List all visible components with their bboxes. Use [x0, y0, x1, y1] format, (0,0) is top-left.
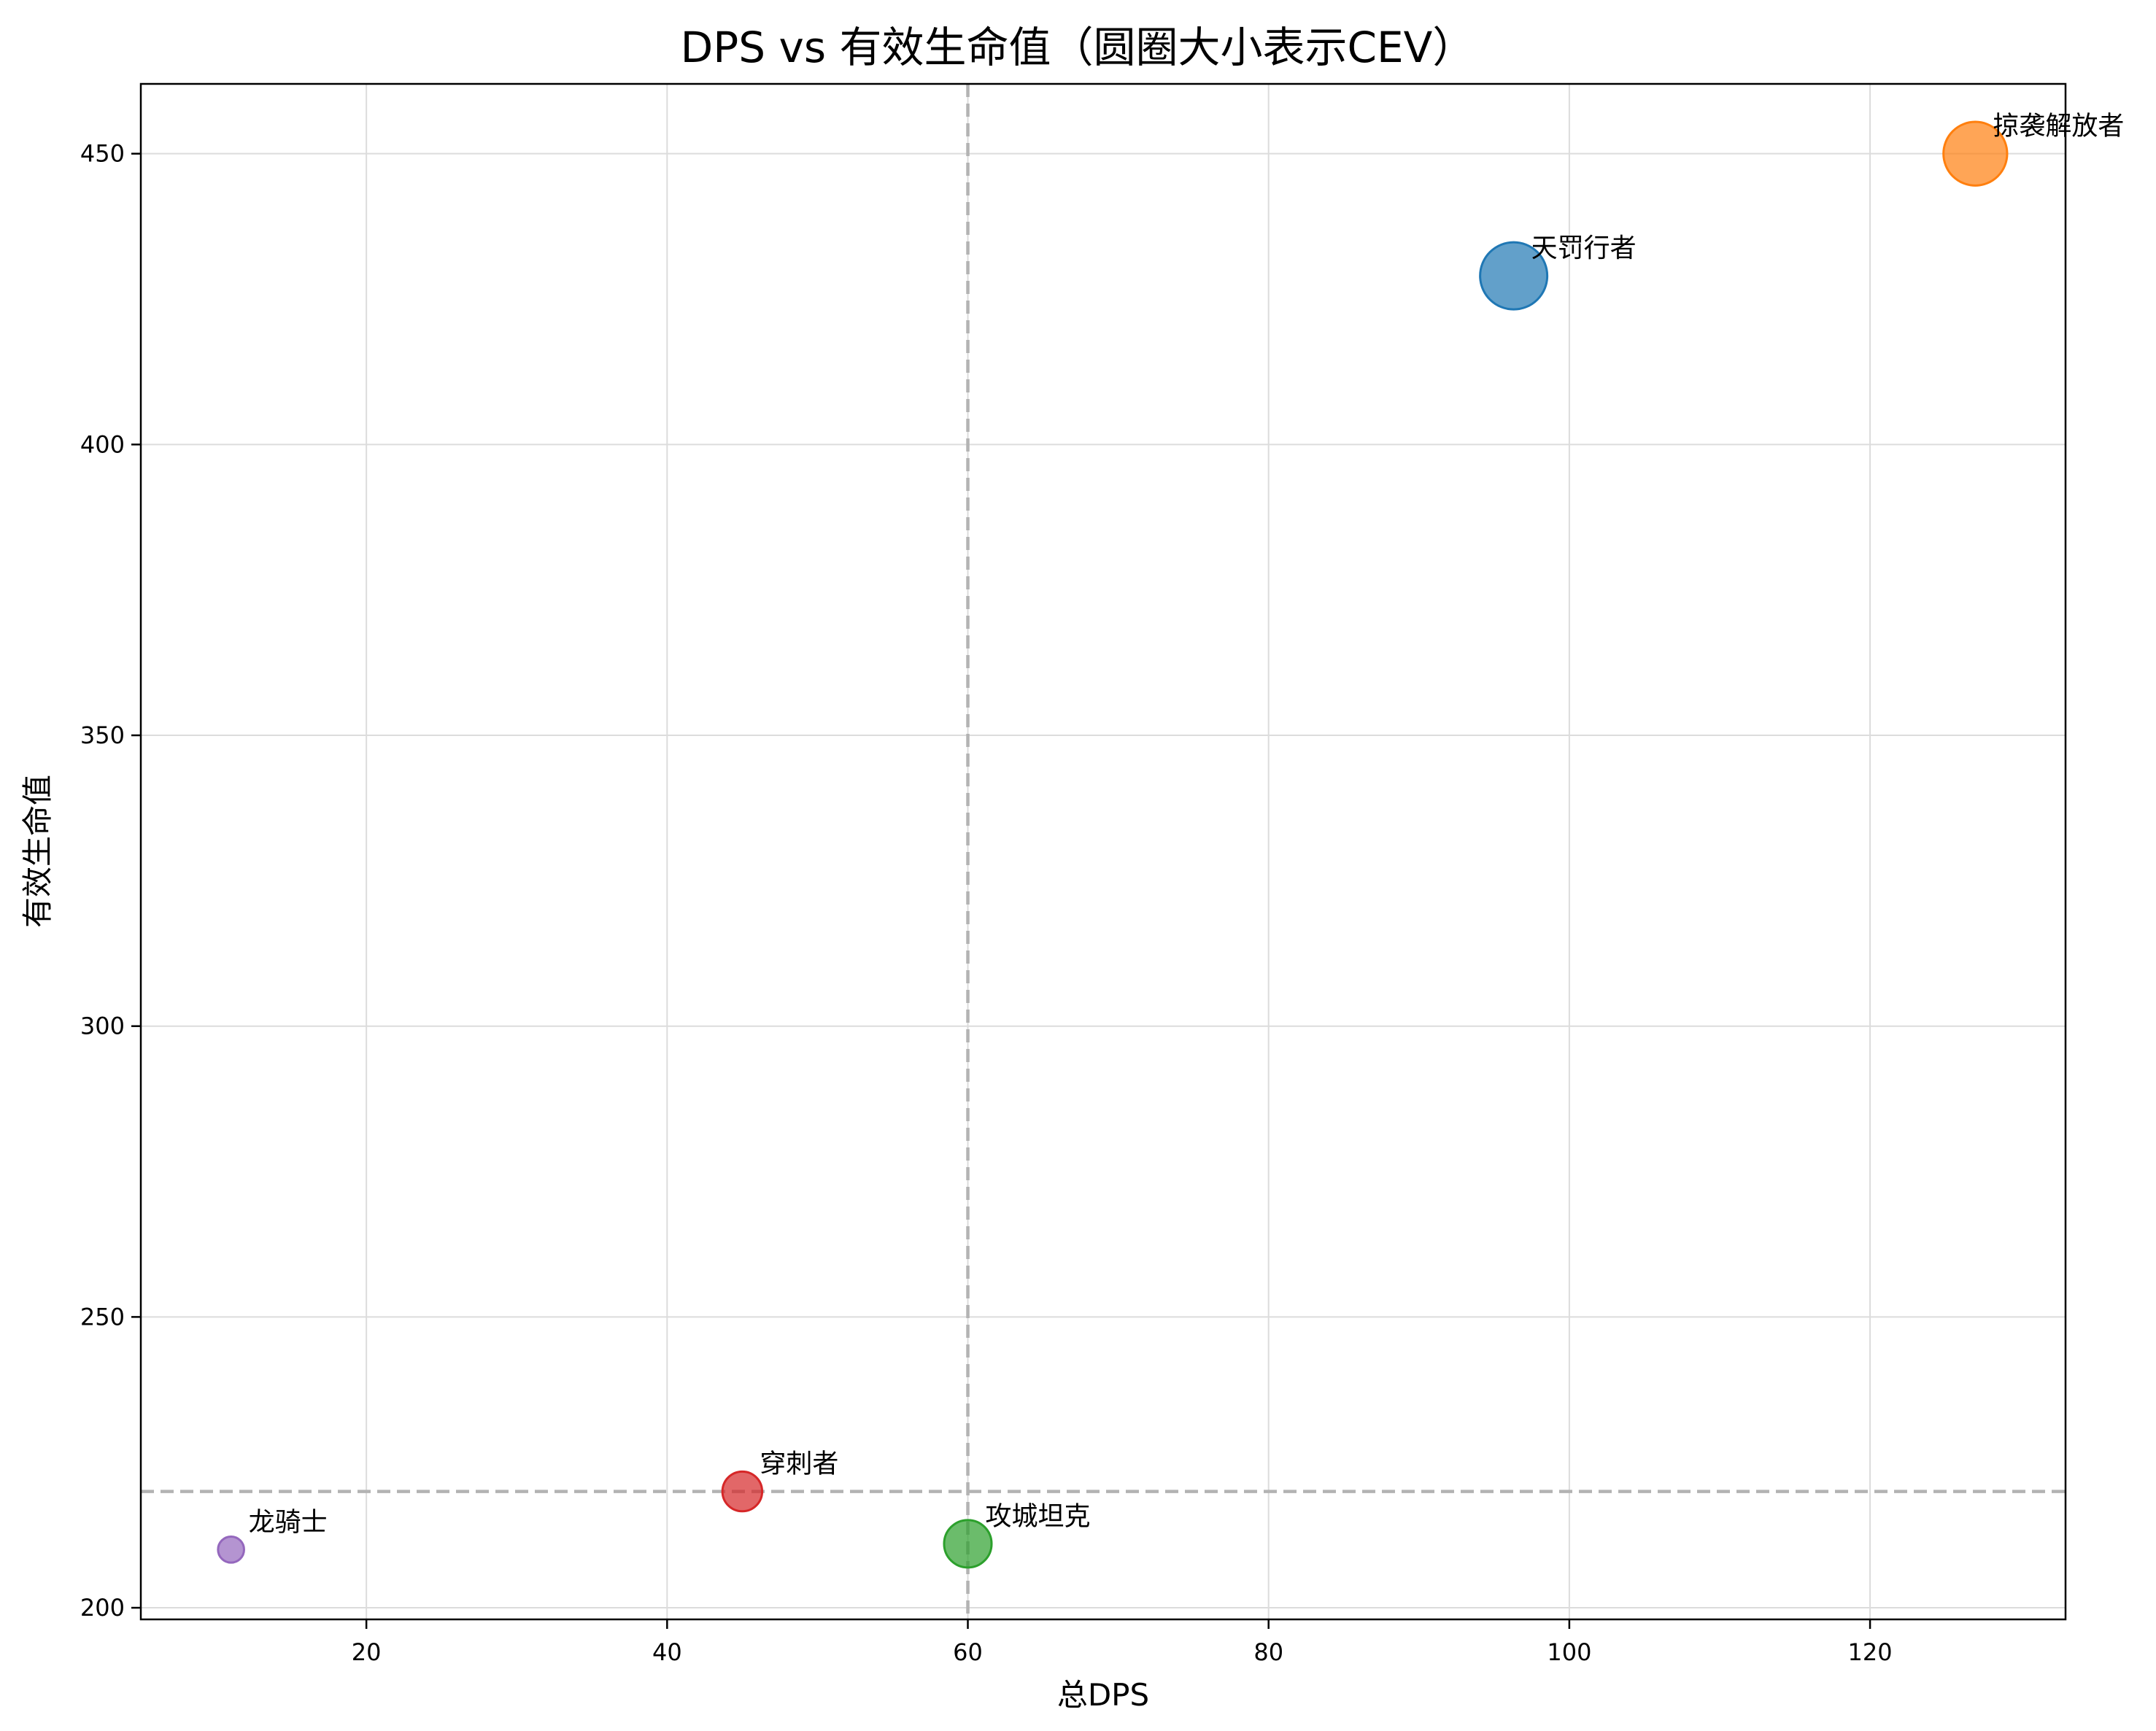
- y-tick-label: 450: [80, 140, 125, 168]
- reference-lines: [141, 84, 2066, 1619]
- chart-title: DPS vs 有效生命值（圆圈大小表示CEV）: [681, 23, 1475, 72]
- x-tick-label: 20: [352, 1638, 382, 1666]
- x-axis-ticks: 20 40 60 80 100 120: [352, 1619, 1893, 1666]
- y-axis-ticks: 200 250 300 350 400 450: [80, 140, 141, 1622]
- point-label: 攻城坦克: [986, 1501, 1091, 1531]
- point-label: 天罚行者: [1531, 233, 1637, 263]
- plot-frame: [139, 82, 2067, 1621]
- data-point: [721, 1470, 764, 1513]
- point-label: 穿刺者: [760, 1449, 838, 1479]
- data-points: [217, 120, 2009, 1569]
- point-label: 掠袭解放者: [1993, 112, 2124, 142]
- y-axis-label: 有效生命值: [20, 775, 55, 928]
- x-tick-label: 60: [953, 1638, 983, 1666]
- x-tick-label: 40: [652, 1638, 682, 1666]
- x-tick-label: 120: [1848, 1638, 1893, 1666]
- data-point: [1942, 120, 2009, 187]
- x-axis-label: 总DPS: [1057, 1677, 1149, 1713]
- data-point: [943, 1519, 993, 1569]
- y-tick-label: 350: [80, 721, 125, 749]
- data-point: [217, 1536, 245, 1564]
- y-tick-label: 200: [80, 1594, 125, 1622]
- y-tick-label: 400: [80, 430, 125, 458]
- y-tick-label: 250: [80, 1303, 125, 1331]
- point-label: 龙骑士: [249, 1507, 328, 1537]
- grid-layer: [141, 84, 2066, 1619]
- y-tick-label: 300: [80, 1012, 125, 1040]
- data-point: [1479, 241, 1549, 311]
- x-tick-label: 80: [1253, 1638, 1283, 1666]
- x-tick-label: 100: [1547, 1638, 1591, 1666]
